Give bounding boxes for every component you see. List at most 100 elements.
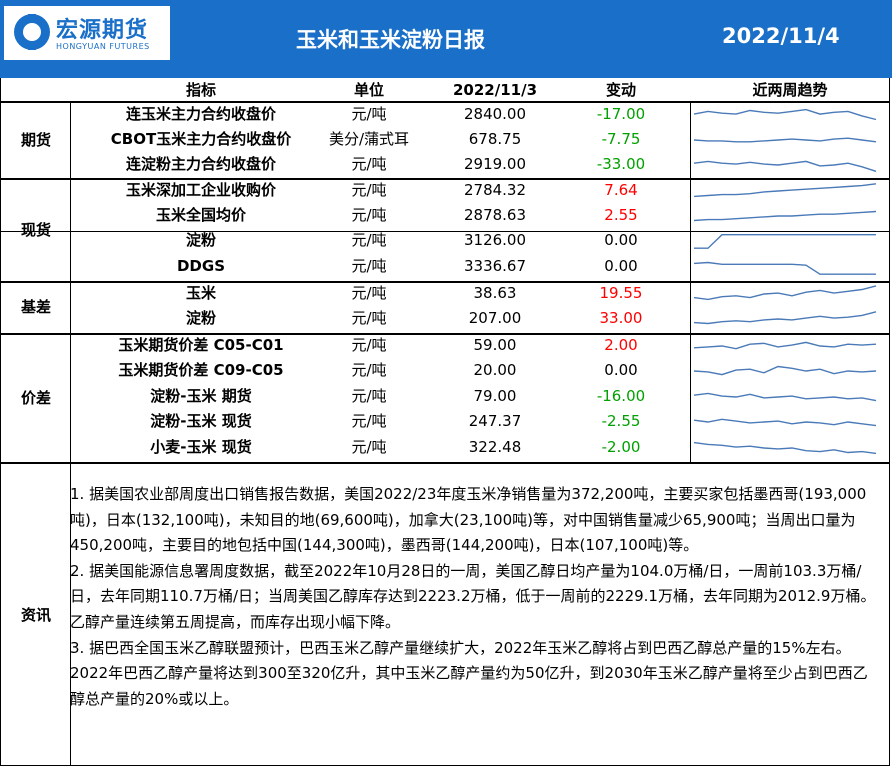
row-change: 19.55	[599, 284, 643, 302]
row-indicator: 小麦-玉米 现货	[150, 438, 252, 456]
row-unit: 元/吨	[351, 257, 387, 275]
row-unit: 元/吨	[351, 206, 387, 224]
trend-sparkline	[693, 311, 877, 325]
section-label: 基差	[20, 298, 51, 316]
trend-sparkline	[693, 210, 877, 222]
row-change: 2.55	[604, 206, 638, 224]
col-header-indicator: 指标	[185, 81, 216, 99]
row-change: -16.00	[596, 387, 646, 405]
row-change: -33.00	[596, 155, 646, 173]
row-unit: 元/吨	[351, 231, 387, 249]
col-header-date: 2022/11/3	[452, 81, 538, 99]
trend-sparkline	[693, 341, 877, 350]
trend-line	[693, 311, 877, 325]
row-unit: 元/吨	[351, 284, 387, 302]
logo-text-en: HONGYUAN FUTURES	[56, 42, 150, 51]
row-value: 678.75	[468, 130, 522, 148]
section-label: 期货	[20, 131, 51, 149]
row-value: 247.37	[468, 412, 522, 430]
row-indicator: CBOT玉米主力合约收盘价	[110, 130, 292, 148]
row-value: 20.00	[473, 361, 517, 379]
divider	[0, 231, 890, 232]
row-indicator: 玉米期货价差 C05-C01	[118, 336, 284, 354]
news-label: 资讯	[20, 606, 51, 624]
trend-line	[693, 160, 877, 172]
section-label: 现货	[20, 220, 51, 239]
row-value: 2919.00	[463, 155, 527, 173]
divider	[690, 101, 691, 462]
row-indicator: 连淀粉主力合约收盘价	[125, 155, 276, 173]
row-change: -7.75	[601, 130, 641, 148]
row-unit: 元/吨	[351, 438, 387, 456]
trend-line	[693, 183, 877, 198]
row-indicator: 淀粉-玉米 期货	[150, 387, 252, 405]
row-value: 2784.32	[463, 181, 527, 199]
trend-sparkline	[693, 392, 877, 402]
trend-line	[693, 285, 877, 301]
row-unit: 元/吨	[351, 181, 387, 199]
trend-sparkline	[693, 285, 877, 301]
row-unit: 美分/蒲式耳	[328, 130, 410, 148]
row-indicator: 淀粉-玉米 现货	[150, 412, 252, 430]
row-value: 207.00	[468, 309, 522, 327]
trend-sparkline	[693, 160, 877, 172]
row-unit: 元/吨	[351, 336, 387, 354]
col-header-trend: 近两周趋势	[752, 81, 828, 99]
row-indicator: DDGS	[176, 257, 226, 275]
divider	[0, 101, 890, 103]
row-change: -2.55	[601, 412, 641, 430]
col-header-unit: 单位	[353, 81, 384, 99]
trend-sparkline	[693, 441, 877, 455]
row-value: 79.00	[473, 387, 517, 405]
row-change: 7.64	[604, 181, 638, 199]
row-change: 0.00	[604, 361, 638, 379]
row-value: 38.63	[473, 284, 517, 302]
trend-sparkline	[693, 137, 877, 143]
row-indicator: 玉米期货价差 C09-C05	[118, 361, 284, 379]
trend-sparkline	[693, 261, 876, 275]
row-indicator: 淀粉	[185, 309, 216, 327]
row-value: 3126.00	[463, 231, 527, 249]
news-content: 1. 据美国农业部周度出口销售报告数据，美国2022/23年度玉米净销售量为37…	[70, 482, 878, 712]
col-header-change: 变动	[605, 81, 636, 99]
row-change: -17.00	[596, 105, 646, 123]
section-label: 价差	[20, 388, 51, 407]
divider	[0, 333, 890, 335]
row-indicator: 玉米深加工企业收购价	[125, 181, 276, 199]
row-unit: 元/吨	[351, 155, 387, 173]
trend-line	[693, 392, 877, 402]
row-change: 0.00	[604, 231, 638, 249]
trend-sparkline	[693, 365, 877, 376]
row-value: 3336.67	[463, 257, 527, 275]
row-indicator: 连玉米主力合约收盘价	[125, 105, 276, 123]
report-title: 玉米和玉米淀粉日报	[296, 28, 485, 52]
divider	[0, 178, 890, 180]
trend-line	[693, 108, 877, 121]
divider	[70, 101, 71, 766]
row-change: 0.00	[604, 257, 638, 275]
trend-sparkline	[694, 234, 876, 249]
row-change: 33.00	[599, 309, 643, 327]
row-unit: 元/吨	[351, 412, 387, 430]
row-indicator: 玉米全国均价	[155, 206, 246, 224]
row-unit: 元/吨	[351, 309, 387, 327]
row-unit: 元/吨	[351, 105, 387, 123]
row-unit: 元/吨	[351, 361, 387, 379]
divider	[0, 281, 890, 283]
report-header: 宏源期货 HONGYUAN FUTURES 玉米和玉米淀粉日报 2022/11/…	[0, 0, 892, 78]
trend-sparkline	[693, 418, 877, 427]
trend-line	[693, 210, 877, 222]
trend-line	[693, 261, 876, 275]
trend-line	[694, 234, 876, 249]
logo-mark-icon	[14, 14, 50, 50]
trend-line	[693, 341, 877, 350]
report-date: 2022/11/4	[722, 24, 840, 48]
logo-text-cn: 宏源期货	[56, 18, 149, 43]
trend-line	[693, 365, 877, 376]
row-change: 2.00	[604, 336, 638, 354]
news-paragraph: 1. 据美国农业部周度出口销售报告数据，美国2022/23年度玉米净销售量为37…	[70, 485, 867, 555]
company-logo: 宏源期货 HONGYUAN FUTURES	[4, 6, 170, 60]
row-value: 2840.00	[463, 105, 527, 123]
trend-line	[693, 137, 877, 143]
news-paragraph: 2. 据美国能源信息署周度数据，截至2022年10月28日的一周，美国乙醇日均产…	[70, 561, 876, 631]
